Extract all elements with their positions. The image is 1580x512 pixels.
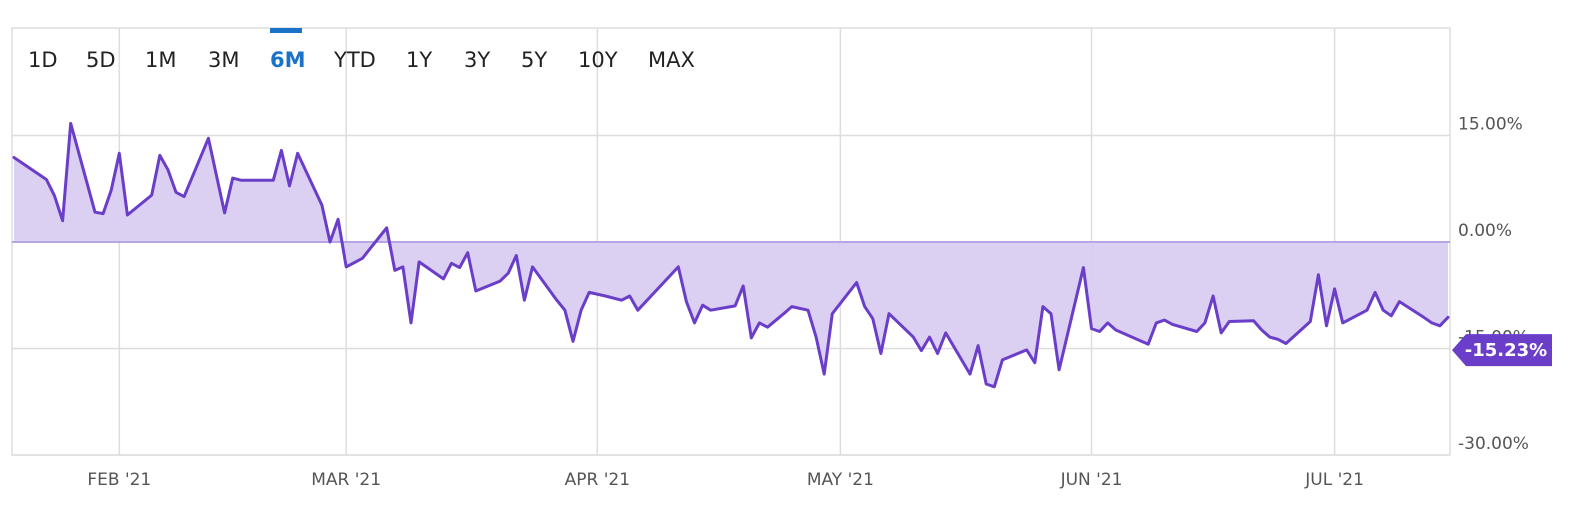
range-button-3m[interactable]: 3M (208, 48, 239, 72)
x-tick-label: JUN '21 (1060, 470, 1123, 490)
range-button-3y[interactable]: 3Y (464, 48, 490, 72)
area-fill-layer (12, 123, 1450, 387)
y-tick-label: 15.00% (1458, 115, 1523, 135)
x-axis-ticks: FEB '21 MAR '21 APR '21 MAY '21 JUN '21 JUL '… (87, 470, 1364, 490)
range-selector[interactable]: 1D 5D 1M 3M 6M YTD 1Y 3Y 5Y 10Y MAX (28, 28, 695, 72)
y-tick-label: -30.00% (1458, 434, 1529, 454)
range-button-5d[interactable]: 5D (86, 48, 116, 72)
y-axis-ticks: 15.00%0.00%-15.00%-30.00% (1458, 115, 1529, 455)
x-tick-label: FEB '21 (87, 470, 151, 490)
range-button-6m[interactable]: 6M (270, 48, 306, 72)
range-button-ytd[interactable]: YTD (333, 48, 376, 72)
series-line (12, 121, 1450, 389)
range-button-10y[interactable]: 10Y (578, 48, 618, 72)
last-value-label: -15.23% (1465, 340, 1547, 361)
range-button-5y[interactable]: 5Y (521, 48, 547, 72)
x-tick-label: MAR '21 (311, 470, 381, 490)
range-button-1d[interactable]: 1D (28, 48, 58, 72)
last-value-badge: -15.23% (1452, 334, 1552, 367)
range-button-max[interactable]: MAX (648, 48, 695, 72)
x-tick-label: APR '21 (565, 470, 630, 490)
series-line-layer (12, 121, 1450, 389)
y-tick-label: 0.00% (1458, 221, 1512, 241)
last-value-badge-shape (1452, 334, 1552, 367)
active-range-indicator (270, 28, 302, 33)
range-button-1m[interactable]: 1M (145, 48, 176, 72)
x-tick-label: JUL '21 (1304, 470, 1364, 490)
range-button-1y[interactable]: 1Y (406, 48, 432, 72)
area-fill (14, 123, 1448, 387)
x-tick-label: MAY '21 (807, 470, 874, 490)
